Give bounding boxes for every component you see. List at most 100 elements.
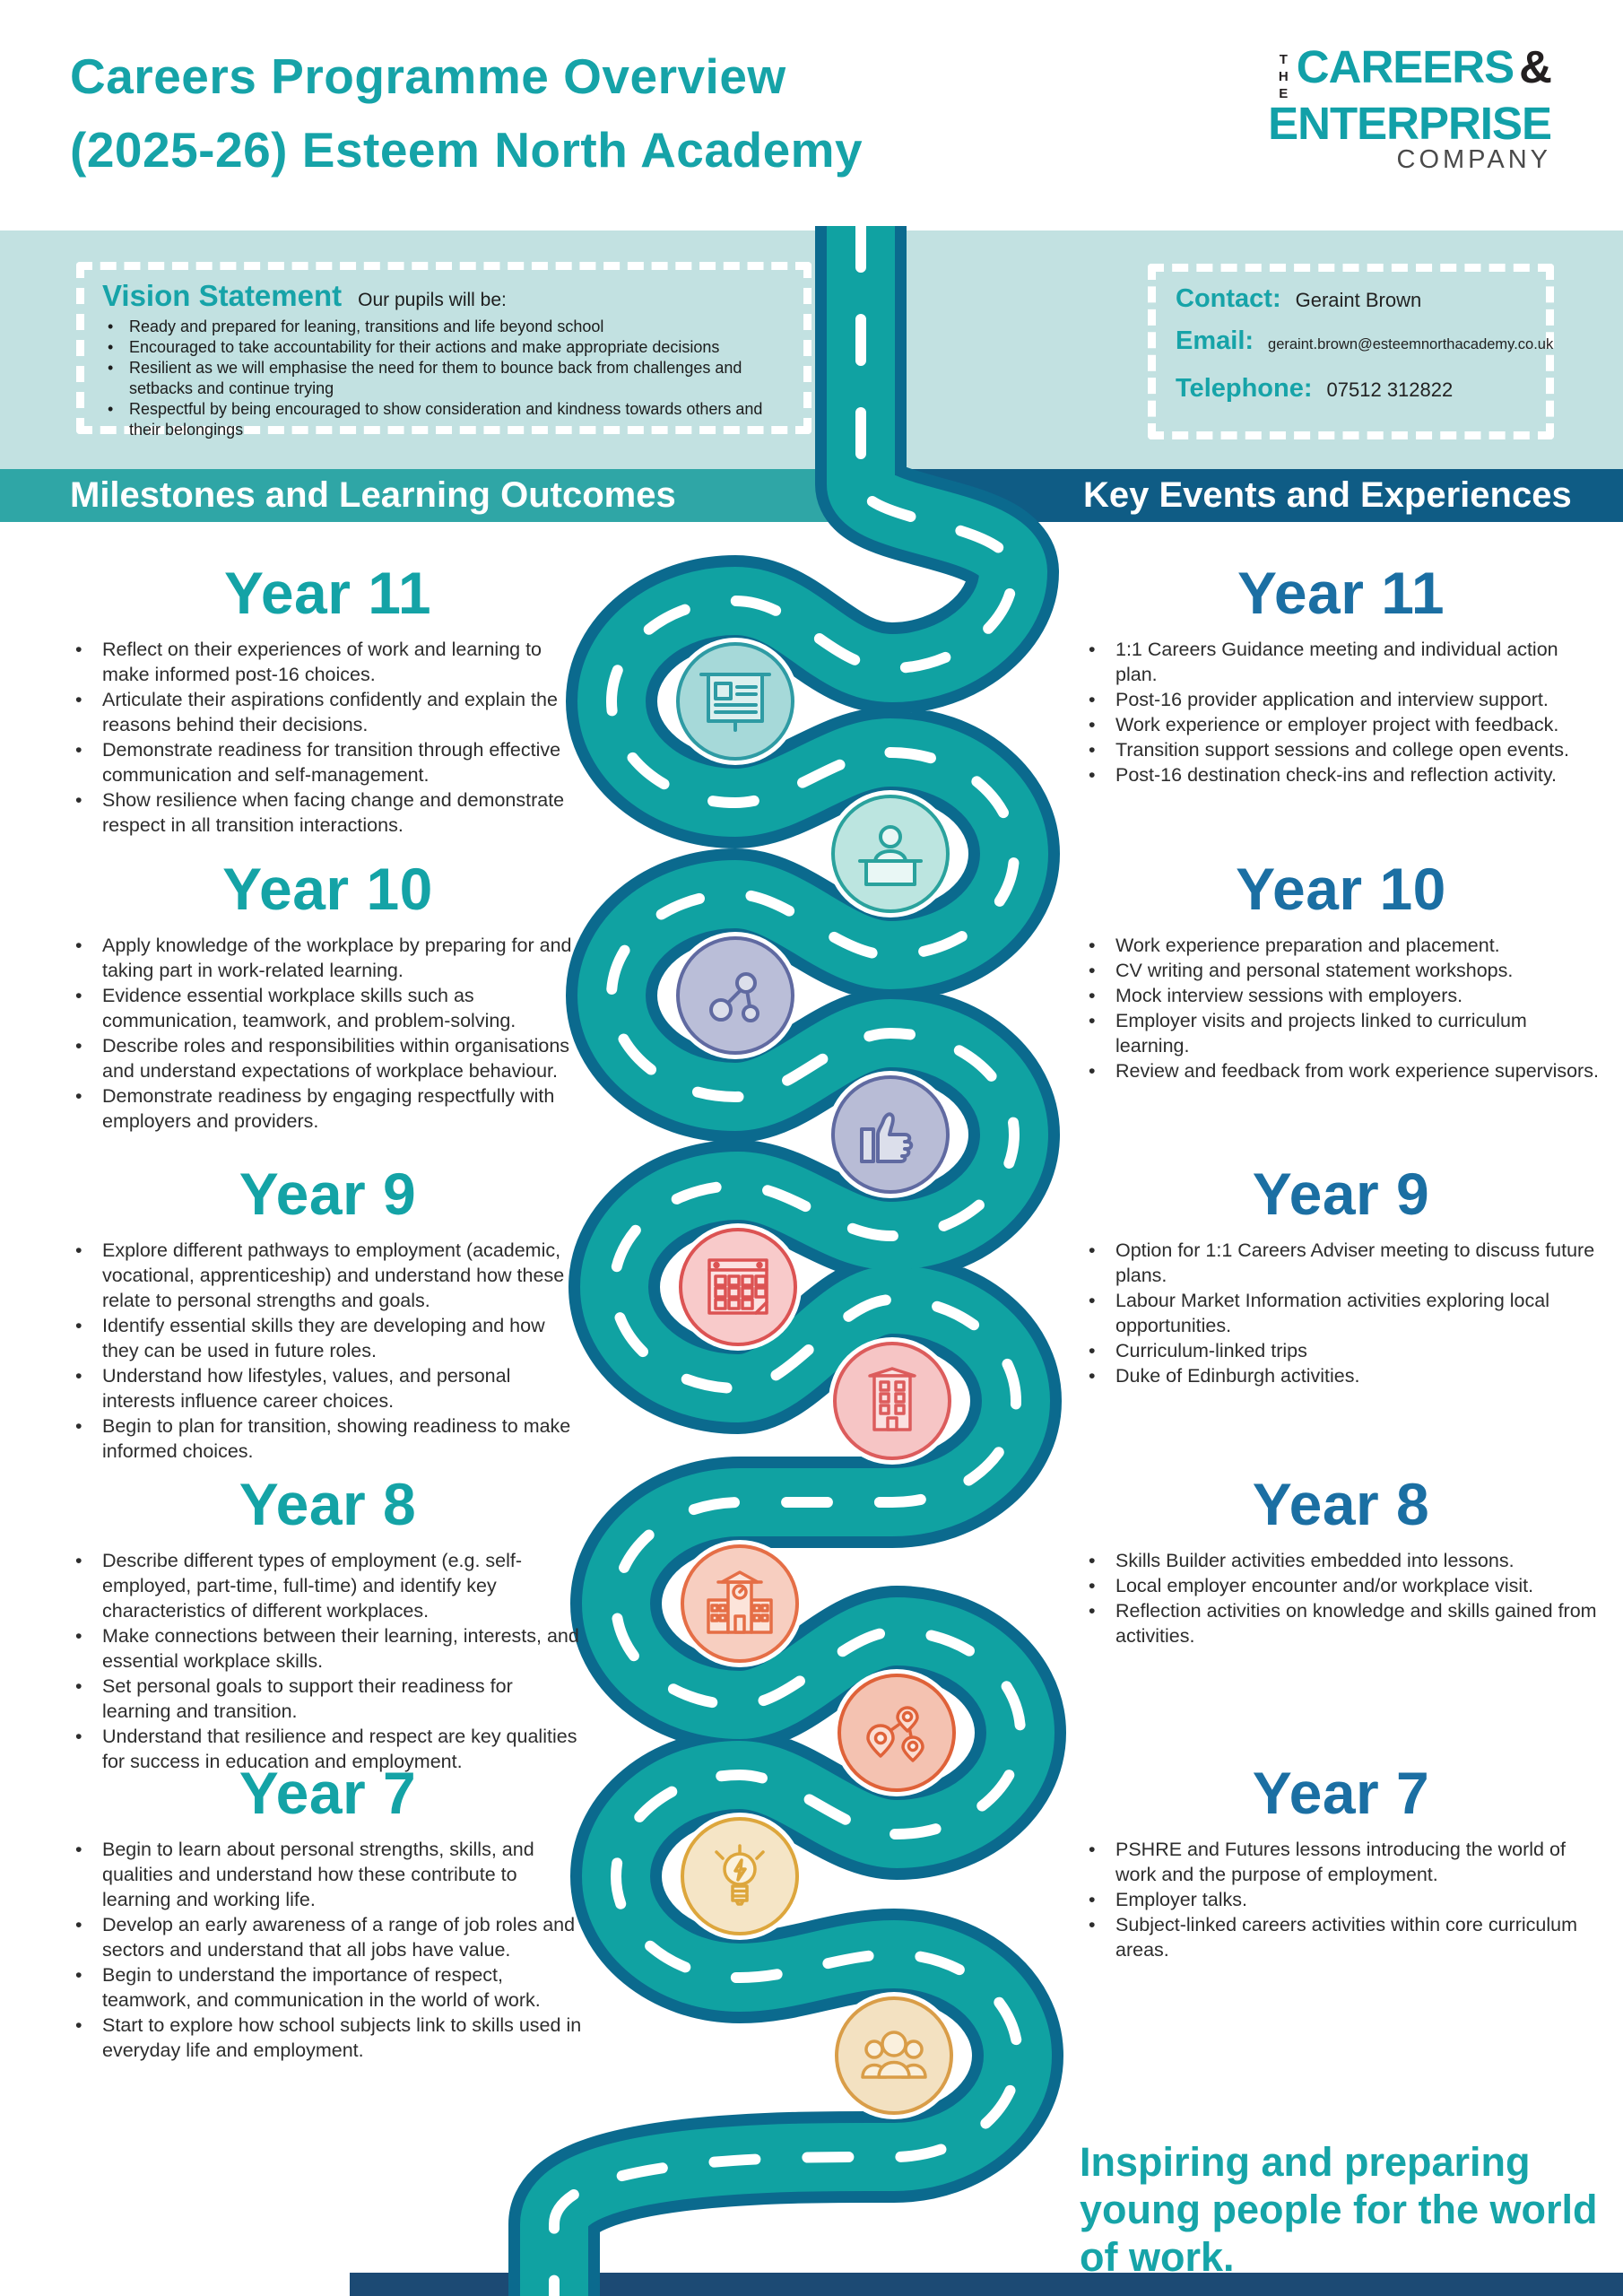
email-value: geraint.brown@esteemnorthacademy.co.uk (1268, 336, 1554, 352)
milestones-year-11: Year 11 Reflect on their experiences of … (70, 563, 586, 838)
list-item: Local employer encounter and/or workplac… (1083, 1573, 1599, 1598)
year-heading: Year 11 (1237, 560, 1445, 626)
bullet-list: Work experience preparation and placemen… (1083, 933, 1599, 1083)
list-item: Curriculum-linked trips (1083, 1338, 1599, 1363)
list-item: Duke of Edinburgh activities. (1083, 1363, 1599, 1388)
list-item: PSHRE and Futures lessons introducing th… (1083, 1837, 1599, 1887)
list-item: Set personal goals to support their read… (70, 1674, 586, 1724)
list-item: Skills Builder activities embedded into … (1083, 1548, 1599, 1573)
milestones-year-10: Year 10 Apply knowledge of the workplace… (70, 859, 586, 1134)
list-item: Review and feedback from work experience… (1083, 1058, 1599, 1083)
school-building-icon (676, 1540, 803, 1667)
calendar-icon (674, 1223, 802, 1351)
vision-bullet-list: Ready and prepared for leaning, transiti… (102, 317, 789, 440)
person-at-desk-icon (827, 790, 954, 918)
list-item: Understand that resilience and respect a… (70, 1724, 586, 1774)
presentation-screen-icon (672, 638, 799, 765)
list-item: Post-16 destination check-ins and reflec… (1083, 762, 1599, 787)
page-title: Careers Programme Overview (2025-26) Est… (70, 39, 967, 187)
section-title-milestones: Milestones and Learning Outcomes (70, 475, 676, 515)
year-heading: Year 10 (1236, 856, 1446, 922)
list-item: Employer visits and projects linked to c… (1083, 1008, 1599, 1058)
careers-enterprise-company-logo: THE CAREERS & ENTERPRISE COMPANY (1193, 41, 1552, 175)
list-item: Begin to learn about personal strengths,… (70, 1837, 586, 1912)
section-title-events: Key Events and Experiences (1083, 475, 1572, 515)
bullet-list: Option for 1:1 Careers Adviser meeting t… (1083, 1238, 1599, 1388)
map-pins-icon (833, 1669, 960, 1796)
bullet-list: Reflect on their experiences of work and… (70, 637, 586, 838)
bullet-list: Explore different pathways to employment… (70, 1238, 586, 1464)
list-item: Describe roles and responsibilities with… (70, 1033, 586, 1083)
bullet-list: 1:1 Careers Guidance meeting and individ… (1083, 637, 1599, 787)
page-title-line1: Careers Programme Overview (70, 48, 786, 104)
list-item: Work experience preparation and placemen… (1083, 933, 1599, 958)
lightbulb-icon (676, 1813, 803, 1940)
list-item: Start to explore how school subjects lin… (70, 2013, 586, 2063)
logo-the: THE (1275, 52, 1291, 103)
list-item: Option for 1:1 Careers Adviser meeting t… (1083, 1238, 1599, 1288)
list-item: CV writing and personal statement worksh… (1083, 958, 1599, 983)
year-heading: Year 7 (1252, 1760, 1430, 1826)
vision-bullet: Resilient as we will emphasise the need … (102, 358, 789, 399)
list-item: Employer talks. (1083, 1887, 1599, 1912)
year-heading: Year 8 (1252, 1471, 1430, 1537)
section-band-milestones: Milestones and Learning Outcomes (0, 469, 861, 522)
list-item: Develop an early awareness of a range of… (70, 1912, 586, 1962)
list-item: Show resilience when facing change and d… (70, 787, 586, 838)
tagline: Inspiring and preparing young people for… (1080, 2139, 1598, 2280)
list-item: Make connections between their learning,… (70, 1623, 586, 1674)
vision-bullet: Respectful by being encouraged to show c… (102, 399, 789, 440)
road-surface (520, 226, 1055, 2296)
milestones-year-7: Year 7 Begin to learn about personal str… (70, 1763, 586, 2063)
list-item: Articulate their aspirations confidently… (70, 687, 586, 737)
vision-bullet: Ready and prepared for leaning, transiti… (102, 317, 789, 337)
road-outline (508, 226, 1066, 2296)
list-item: Demonstrate readiness by engaging respec… (70, 1083, 586, 1134)
list-item: Describe different types of employment (… (70, 1548, 586, 1623)
milestones-year-9: Year 9 Explore different pathways to emp… (70, 1164, 586, 1464)
events-year-10: Year 10 Work experience preparation and … (1083, 859, 1599, 1083)
telephone-value: 07512 312822 (1326, 378, 1454, 401)
logo-enterprise: ENTERPRISE (1268, 98, 1552, 149)
milestones-year-8: Year 8 Describe different types of emplo… (70, 1474, 586, 1774)
year-heading: Year 11 (223, 560, 432, 626)
list-item: Identify essential skills they are devel… (70, 1313, 586, 1363)
contact-box: Contact: Geraint Brown Email: geraint.br… (1148, 264, 1554, 439)
list-item: Mock interview sessions with employers. (1083, 983, 1599, 1008)
vision-intro: Our pupils will be: (358, 290, 507, 310)
logo-ampersand: & (1519, 41, 1552, 92)
people-group-icon (830, 1992, 958, 2119)
bullet-list: PSHRE and Futures lessons introducing th… (1083, 1837, 1599, 1962)
list-item: Reflect on their experiences of work and… (70, 637, 586, 687)
list-item: Explore different pathways to employment… (70, 1238, 586, 1313)
year-heading: Year 7 (239, 1760, 417, 1826)
vision-statement-box: Vision Statement Our pupils will be: Rea… (76, 262, 812, 439)
building-icon (829, 1337, 956, 1465)
contact-name: Geraint Brown (1295, 289, 1422, 311)
vision-bullet: Encouraged to take accountability for th… (102, 337, 789, 358)
share-network-icon (672, 932, 799, 1059)
list-item: Reflection activities on knowledge and s… (1083, 1598, 1599, 1648)
list-item: Demonstrate readiness for transition thr… (70, 737, 586, 787)
contact-label: Contact: (1176, 284, 1281, 313)
email-label: Email: (1176, 326, 1254, 355)
road-centerline (549, 221, 1026, 2296)
events-year-9: Year 9 Option for 1:1 Careers Adviser me… (1083, 1164, 1599, 1388)
list-item: Evidence essential workplace skills such… (70, 983, 586, 1033)
bullet-list: Apply knowledge of the workplace by prep… (70, 933, 586, 1134)
bullet-list: Begin to learn about personal strengths,… (70, 1837, 586, 2063)
thumbs-up-icon (827, 1071, 954, 1198)
list-item: Labour Market Information activities exp… (1083, 1288, 1599, 1338)
section-band-events: Key Events and Experiences (861, 469, 1623, 522)
list-item: Post-16 provider application and intervi… (1083, 687, 1599, 712)
list-item: Work experience or employer project with… (1083, 712, 1599, 737)
list-item: Understand how lifestyles, values, and p… (70, 1363, 586, 1413)
logo-company: COMPANY (1396, 144, 1551, 174)
events-year-7: Year 7 PSHRE and Futures lessons introdu… (1083, 1763, 1599, 1962)
page-title-line2: (2025-26) Esteem North Academy (70, 122, 864, 178)
list-item: Subject-linked careers activities within… (1083, 1912, 1599, 1962)
list-item: Apply knowledge of the workplace by prep… (70, 933, 586, 983)
bullet-list: Describe different types of employment (… (70, 1548, 586, 1774)
list-item: Begin to plan for transition, showing re… (70, 1413, 586, 1464)
